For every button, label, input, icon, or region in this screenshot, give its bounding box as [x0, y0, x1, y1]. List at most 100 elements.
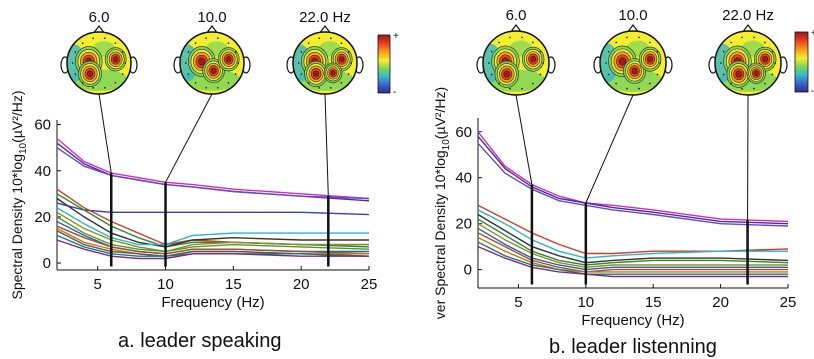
topomap-hot-blob: [210, 67, 217, 74]
topomap-electrode: [626, 87, 628, 90]
series-line-4: [477, 209, 788, 259]
x-tick-label: 25: [361, 276, 378, 293]
topomap-head-b-0: [476, 24, 556, 96]
series-line-2: [477, 142, 789, 227]
topomap-electrode: [730, 41, 732, 44]
topomap-head-a-0: [60, 25, 138, 95]
series-line-2: [56, 147, 370, 200]
topomap-electrode: [539, 50, 542, 53]
topomap-electrode: [498, 41, 500, 44]
topomap-electrode: [307, 82, 310, 84]
marker-connector-line: [98, 93, 112, 174]
x-tick-label: 10: [157, 276, 174, 293]
topomap-hot-blob: [330, 70, 336, 76]
topomap-electrode: [774, 62, 776, 64]
y-tick-label: 60: [455, 124, 472, 141]
topomap-electrode: [350, 62, 353, 64]
topomap-electrode: [121, 73, 124, 75]
marker-connector-line: [515, 94, 533, 185]
topomap-electrode: [607, 50, 610, 53]
x-tick-label: 20: [293, 276, 310, 293]
topomap-electrode: [509, 87, 511, 90]
topomap-hot-blob: [647, 55, 654, 63]
x-tick-label: 5: [514, 294, 522, 311]
topomap-electrode: [297, 62, 300, 64]
topomap-hot-blob: [631, 67, 638, 75]
topomap-field: [483, 40, 546, 92]
x-tick-label: 10: [577, 294, 594, 311]
topomap-electrode: [490, 50, 493, 53]
topomap-head-b-1: [593, 24, 673, 96]
colorbar: [377, 34, 391, 94]
topomap-electrode: [114, 82, 117, 84]
topomap-electrode: [92, 86, 94, 89]
topomap-electrode: [194, 42, 197, 44]
topomap-electrode: [615, 82, 617, 85]
colorbar-plus-label: +: [811, 28, 814, 39]
topomap-electrode: [347, 51, 350, 53]
topomap-hot-blob: [618, 57, 627, 66]
topomap-electrode: [771, 50, 774, 53]
topomap-electrode: [104, 37, 106, 40]
x-tick-label: 15: [225, 276, 242, 293]
topomap-electrode: [234, 73, 237, 75]
x-tick-label: 15: [645, 294, 662, 311]
topomap-electrode: [187, 51, 190, 53]
y-tick-label: 0: [464, 262, 472, 279]
topomap-field: [180, 41, 241, 91]
topomap-electrode: [318, 37, 320, 40]
y-axis-label: ver Spectral Density 10*log10(µV²/Hz): [432, 87, 452, 319]
topomap-hot-blob: [503, 70, 510, 78]
y-axis-label-unit: (µV²/Hz): [432, 87, 448, 139]
y-tick-label: 20: [34, 209, 51, 226]
topomap-electrode: [521, 36, 523, 39]
topomap-head-a-1: [173, 25, 251, 95]
panel-b: 5 10 15 20 25 0 20 40 60 Frequency (Hz) ver Spectr…: [432, 7, 814, 329]
x-tick-label: 20: [712, 294, 729, 311]
topomap-electrode: [532, 41, 534, 44]
topomap-hot-blob: [198, 57, 206, 66]
series-line-3: [56, 202, 370, 216]
topomap-electrode: [227, 82, 230, 84]
topomap-head-b-2: [708, 24, 788, 96]
topomap-head-a-2: [286, 25, 364, 95]
topomap-electrode: [300, 73, 303, 75]
topomap-electrode: [720, 62, 722, 64]
topomap-electrode: [234, 51, 237, 53]
y-axis-label-subscript: 10: [441, 139, 452, 151]
topomap-hot-blob: [338, 56, 345, 63]
series-line-6: [56, 197, 369, 248]
topomap-hot-blob: [112, 56, 119, 63]
topomap-electrode: [340, 82, 343, 84]
topomap-electrode: [194, 82, 197, 84]
topomap-electrode: [307, 42, 310, 44]
topomap-electrode: [753, 36, 755, 39]
topomap-electrode: [605, 62, 607, 64]
x-axis-label: Frequency (Hz): [581, 312, 684, 329]
topomap-electrode: [121, 51, 124, 53]
topomap-electrode: [81, 82, 84, 84]
marker-connector-line: [165, 93, 213, 183]
topomap-hot-blob: [86, 70, 94, 78]
topomap-electrode: [741, 36, 743, 39]
topomap-electrode: [227, 42, 230, 44]
topomap-electrode: [330, 86, 332, 89]
topomap-electrode: [184, 62, 187, 64]
topomap-electrode: [521, 87, 523, 90]
topomap-electrode: [722, 73, 725, 76]
topomap-electrode: [638, 87, 640, 90]
topomap-hot-blob: [312, 70, 320, 78]
topomap-electrode: [498, 82, 500, 85]
topomap-electrode: [764, 82, 766, 85]
topomap-electrode: [124, 62, 127, 64]
topomap-electrode: [753, 87, 755, 90]
x-axis-label: Frequency (Hz): [161, 294, 264, 311]
y-axis-label: Spectral Density 10*log10(µV²/Hz): [9, 90, 29, 299]
y-axis-label-subscript: 10: [18, 142, 29, 154]
topomap-electrode: [542, 62, 544, 64]
topomap-electrode: [81, 42, 84, 44]
topomap-electrode: [532, 82, 534, 85]
topomap-electrode: [656, 50, 659, 53]
colorbar-plus-label: +: [393, 31, 399, 42]
topomap-electrode: [92, 37, 94, 40]
